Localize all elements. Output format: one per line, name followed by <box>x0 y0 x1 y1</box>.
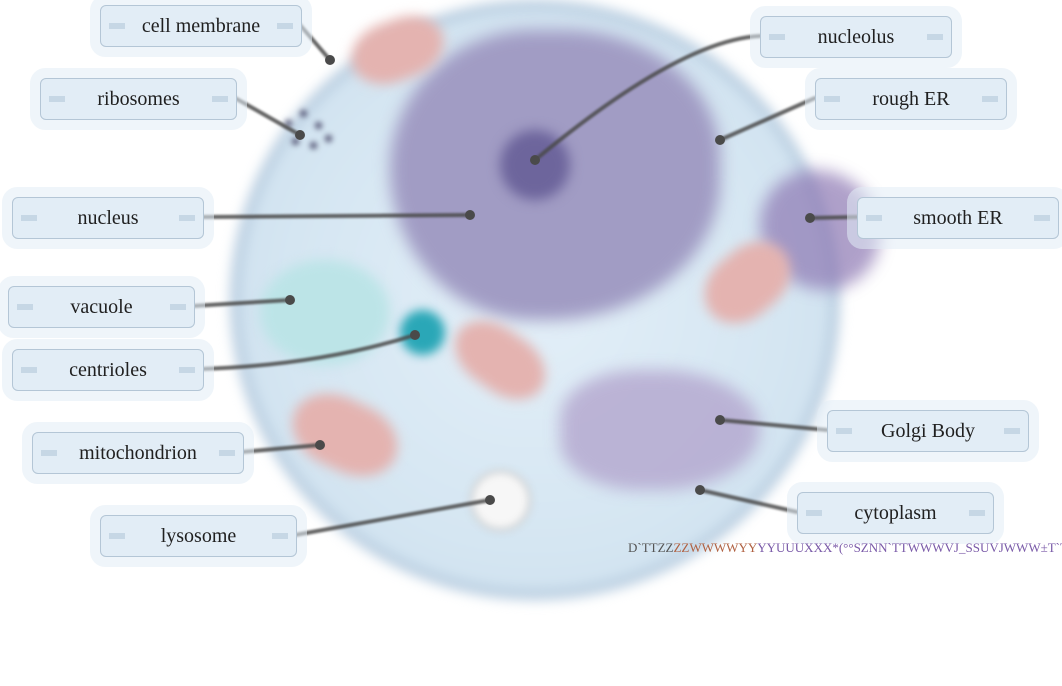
label-lysosome: lysosome <box>100 515 297 557</box>
watermark-garble: D`TTZZZZWWWWYYYYUUUXXX*(°°SZNN`TTWWWVJ_S… <box>628 540 1062 556</box>
label-cell-membrane: cell membrane <box>100 5 302 47</box>
label-nucleus: nucleus <box>12 197 204 239</box>
label-ribosomes: ribosomes <box>40 78 237 120</box>
label-text: cytoplasm <box>854 502 936 525</box>
label-text: mitochondrion <box>79 442 197 465</box>
label-text: ribosomes <box>97 88 179 111</box>
vacuole-shape <box>260 260 390 365</box>
ribosome-cluster <box>280 110 340 170</box>
label-smooth-er: smooth ER <box>857 197 1059 239</box>
label-text: lysosome <box>161 525 237 548</box>
label-mitochondrion: mitochondrion <box>32 432 244 474</box>
golgi-shape <box>560 370 760 490</box>
label-golgi: Golgi Body <box>827 410 1029 452</box>
nucleolus-shape <box>500 130 570 200</box>
label-text: smooth ER <box>913 207 1002 230</box>
label-text: Golgi Body <box>881 420 975 443</box>
label-rough-er: rough ER <box>815 78 1007 120</box>
label-centrioles: centrioles <box>12 349 204 391</box>
label-vacuole: vacuole <box>8 286 195 328</box>
label-text: centrioles <box>69 359 147 382</box>
lysosome-shape <box>470 470 531 531</box>
label-text: nucleus <box>77 207 138 230</box>
label-nucleolus: nucleolus <box>760 16 952 58</box>
label-text: nucleolus <box>818 26 895 49</box>
label-cytoplasm: cytoplasm <box>797 492 994 534</box>
label-text: vacuole <box>70 296 132 319</box>
centriole-shape <box>400 310 445 355</box>
label-text: cell membrane <box>142 15 260 38</box>
label-text: rough ER <box>872 88 949 111</box>
